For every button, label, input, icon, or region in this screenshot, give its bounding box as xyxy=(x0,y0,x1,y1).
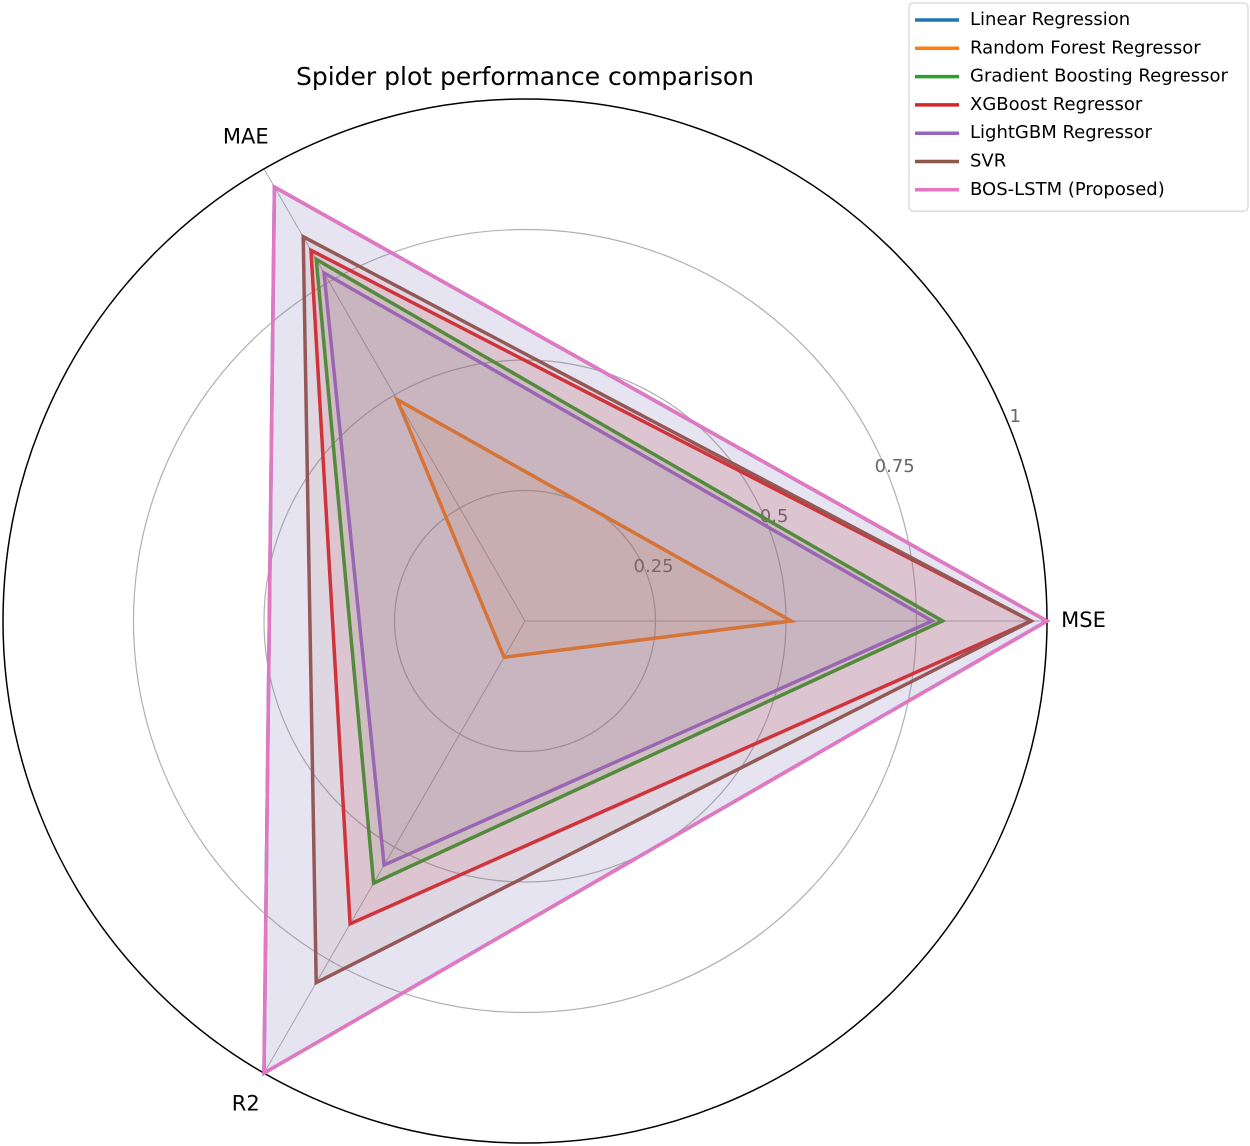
series-area xyxy=(311,250,1032,924)
axis-label: MAE xyxy=(223,124,269,148)
series-line xyxy=(262,184,1051,1077)
legend-label: LightGBM Regressor xyxy=(970,122,1153,143)
r-tick-label: 0.25 xyxy=(634,556,674,577)
series-line xyxy=(309,247,1036,927)
series-area xyxy=(397,399,792,658)
legend-label: Gradient Boosting Regressor xyxy=(970,66,1228,87)
legend-label: BOS-LSTM (Proposed) xyxy=(970,179,1165,200)
series-area xyxy=(264,187,1047,1074)
grid-ring xyxy=(393,489,657,753)
series-area xyxy=(316,259,943,884)
series-line xyxy=(314,256,947,886)
series-line xyxy=(393,395,797,660)
grid-ring xyxy=(132,228,918,1014)
r-tick-label: 1 xyxy=(1010,406,1021,427)
r-tick-label: 0.5 xyxy=(760,506,789,527)
series-area xyxy=(303,236,1032,983)
axis-label: R2 xyxy=(232,1092,260,1116)
legend-box xyxy=(908,2,1249,212)
legend-label: SVR xyxy=(970,151,1006,172)
series-line xyxy=(321,269,937,868)
legend-label: Random Forest Regressor xyxy=(970,37,1201,58)
series-line xyxy=(301,233,1036,986)
legend-label: XGBoost Regressor xyxy=(970,94,1143,115)
legend-label: Linear Regression xyxy=(970,9,1130,30)
r-tick-label: 0.75 xyxy=(875,456,915,477)
series-area xyxy=(264,187,1047,1074)
axis-label: MSE xyxy=(1061,608,1106,632)
chart-title: Spider plot performance comparison xyxy=(296,62,754,91)
series-area xyxy=(324,272,933,866)
